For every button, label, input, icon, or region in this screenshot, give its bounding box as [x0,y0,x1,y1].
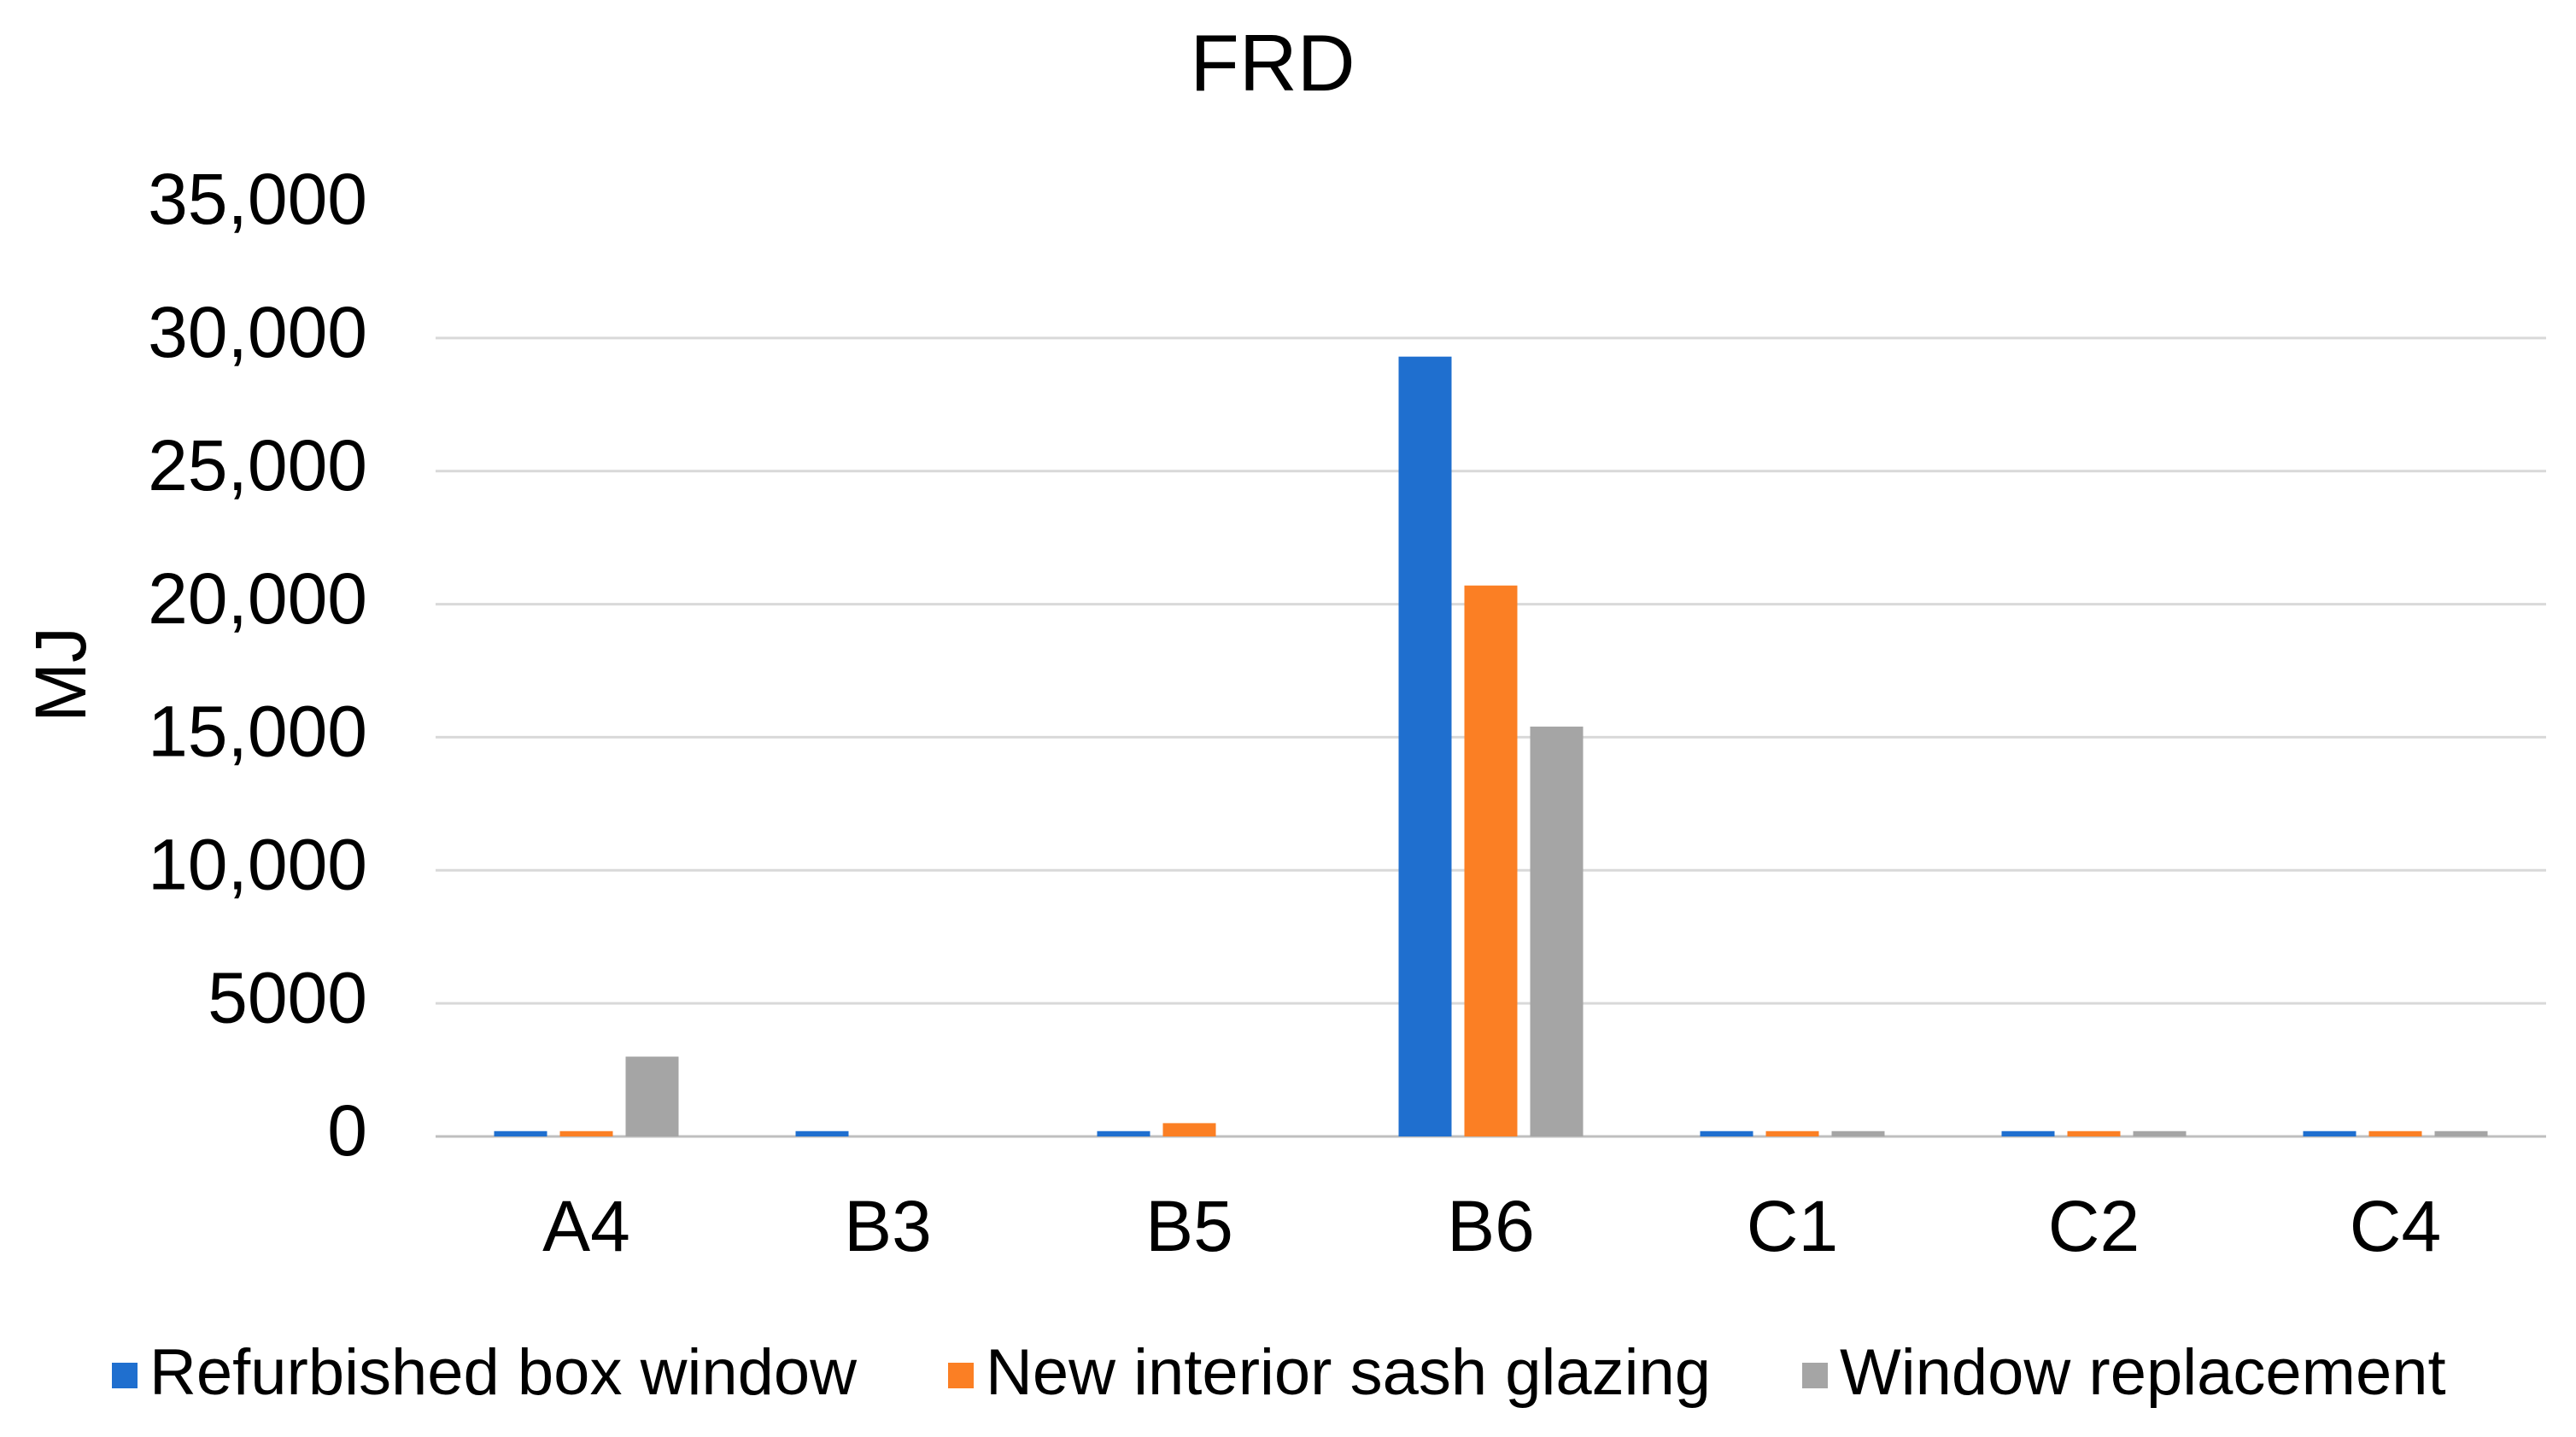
y-tick-label: 5000 [208,957,367,1037]
y-tick-label: 15,000 [148,692,367,772]
bar [1097,1130,1150,1136]
y-tick-label: 0 [327,1090,367,1171]
legend-swatch [1802,1363,1828,1388]
y-axis-title: MJ [20,627,101,722]
bar [2434,1130,2488,1136]
legend-swatch [948,1363,974,1388]
bar [1398,356,1452,1137]
x-tick-label: B6 [1447,1186,1535,1266]
x-tick-label: A4 [542,1186,630,1266]
bar [2303,1130,2356,1136]
legend-label: Window replacement [1840,1336,2446,1409]
y-tick-label: 25,000 [148,425,367,505]
bar [1530,726,1584,1136]
x-tick-label: B3 [844,1186,932,1266]
bar [1162,1123,1216,1136]
chart-title: FRD [1190,18,1355,108]
x-tick-label: B5 [1145,1186,1233,1266]
x-tick-label: C2 [2048,1186,2140,1266]
bar [625,1056,679,1136]
y-tick-label: 10,000 [148,824,367,904]
bar [559,1130,613,1136]
bar [494,1130,547,1136]
legend-label: New interior sash glazing [986,1336,1711,1409]
bar [795,1130,849,1136]
bar [2133,1130,2187,1136]
bar [1831,1130,1885,1136]
y-tick-label: 30,000 [148,292,367,372]
legend-swatch [112,1363,138,1388]
bar [1464,585,1518,1136]
y-tick-label: 35,000 [148,159,367,239]
legend-label: Refurbished box window [149,1336,858,1409]
bar [2067,1130,2121,1136]
bar [1700,1130,1753,1136]
bar [1765,1130,1819,1136]
y-tick-label: 20,000 [148,558,367,639]
bar [2368,1130,2422,1136]
x-tick-label: C1 [1747,1186,1838,1266]
bar [2001,1130,2055,1136]
x-tick-label: C4 [2350,1186,2441,1266]
